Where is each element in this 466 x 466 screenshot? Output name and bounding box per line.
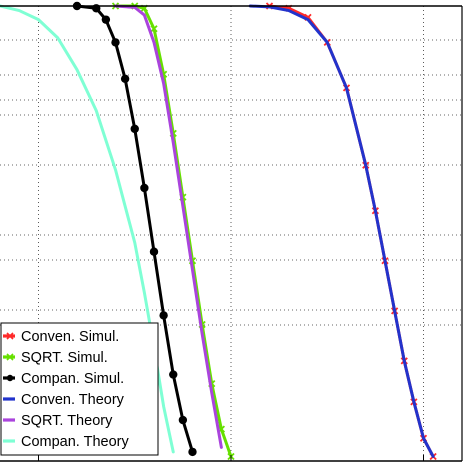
point-2-2 bbox=[101, 15, 111, 24]
series-line-4 bbox=[114, 4, 223, 449]
axes bbox=[0, 5, 463, 462]
point-2-9 bbox=[169, 370, 178, 379]
series-3 bbox=[248, 4, 435, 458]
series-4 bbox=[114, 4, 223, 449]
point-1-3 bbox=[150, 25, 158, 33]
point-2-11 bbox=[188, 447, 197, 457]
point-2-6 bbox=[140, 183, 149, 193]
legend-label-1: SQRT. Simul. bbox=[21, 350, 108, 366]
legend-label-3: Conven. Theory bbox=[21, 392, 125, 408]
legend-label-4: SQRT. Theory bbox=[21, 413, 113, 429]
legend-label-2: Compan. Simul. bbox=[21, 371, 124, 387]
point-2-10 bbox=[178, 415, 188, 425]
legend: Conven. Simul. SQRT. Simul. Compan. Simul.… bbox=[0, 322, 159, 456]
point-2-7 bbox=[149, 247, 159, 256]
legend-box bbox=[0, 322, 159, 456]
point-2-4 bbox=[120, 74, 130, 84]
point-2-8 bbox=[159, 311, 168, 320]
legend-marker-2 bbox=[6, 374, 14, 382]
legend-marker-0 bbox=[6, 332, 14, 340]
point-2-3 bbox=[111, 38, 120, 47]
point-2-5 bbox=[130, 124, 139, 134]
series-line-3 bbox=[248, 4, 435, 458]
legend-label-0: Conven. Simul. bbox=[21, 329, 119, 345]
legend-label-5: Compan. Theory bbox=[21, 434, 129, 450]
legend-marker-1 bbox=[6, 353, 14, 361]
